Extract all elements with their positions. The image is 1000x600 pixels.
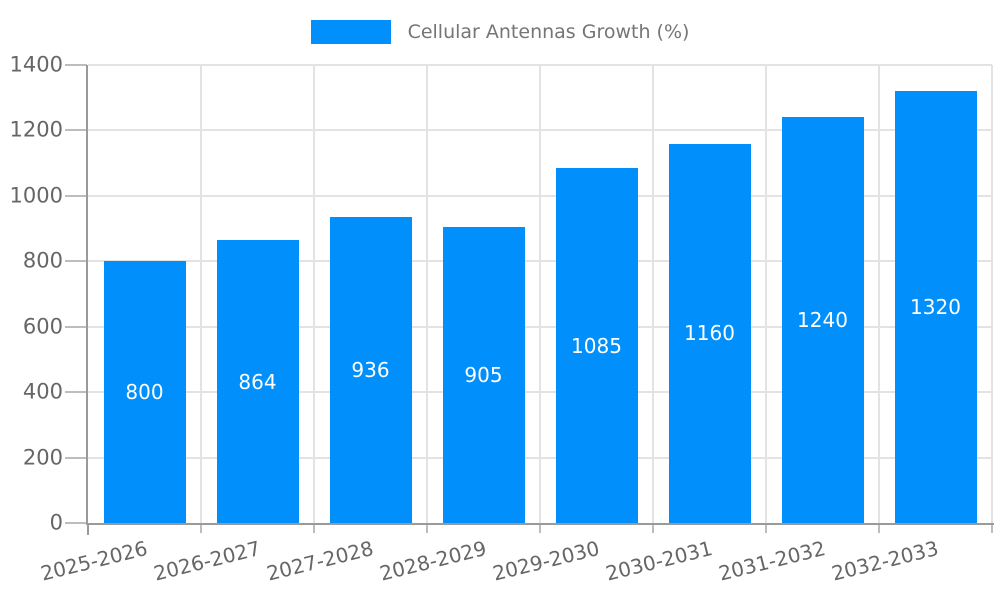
bar-2027-2028[interactable]: 936 — [329, 216, 412, 523]
bar-2032-2033[interactable]: 1320 — [894, 91, 977, 523]
x-tick-label: 2032-2033 — [829, 536, 942, 586]
bar-2026-2027[interactable]: 864 — [216, 240, 299, 523]
y-tick-mark — [65, 325, 87, 328]
legend-swatch-icon — [310, 20, 391, 44]
bar-value-label: 1160 — [684, 321, 735, 346]
y-tick-mark — [65, 194, 87, 197]
x-tick-label: 2028-2029 — [377, 536, 490, 586]
y-tick-mark — [65, 260, 87, 263]
bar-2028-2029[interactable]: 905 — [442, 226, 525, 523]
x-tick-mark — [200, 525, 202, 533]
x-tick-label: 2026-2027 — [151, 536, 264, 586]
gridline-vertical — [765, 65, 767, 523]
bar-value-label: 905 — [464, 362, 503, 387]
bar-value-label: 1240 — [797, 308, 848, 333]
gridline-vertical — [539, 65, 541, 523]
y-tick-label: 600 — [22, 314, 63, 339]
x-tick-mark — [539, 525, 541, 533]
x-axis-line — [86, 523, 994, 525]
chart-legend: Cellular Antennas Growth (%) — [0, 20, 1000, 44]
y-tick-label: 1000 — [9, 183, 63, 208]
y-tick-mark — [65, 129, 87, 132]
y-tick-label: 800 — [22, 248, 63, 273]
y-tick-label: 200 — [22, 445, 63, 470]
y-tick-mark — [65, 391, 87, 394]
x-tick-mark — [313, 525, 315, 533]
bar-value-label: 800 — [125, 380, 164, 405]
x-tick-label: 2030-2031 — [603, 536, 716, 586]
gridline-vertical — [652, 65, 654, 523]
bar-2025-2026[interactable]: 800 — [103, 261, 186, 523]
x-tick-mark — [878, 525, 880, 533]
x-tick-label: 2025-2026 — [38, 536, 151, 586]
y-axis-line — [86, 65, 88, 525]
bar-value-label: 1085 — [571, 333, 622, 358]
gridline-vertical — [200, 65, 202, 523]
x-tick-mark — [991, 525, 993, 533]
x-tick-mark — [87, 525, 89, 535]
bar-value-label: 864 — [238, 369, 277, 394]
y-tick-mark — [65, 522, 87, 524]
y-tick-label: 1400 — [9, 52, 63, 77]
x-tick-label: 2029-2030 — [490, 536, 603, 586]
bar-2030-2031[interactable]: 1160 — [668, 143, 751, 523]
gridline-vertical — [878, 65, 880, 523]
legend-item[interactable]: Cellular Antennas Growth (%) — [310, 20, 690, 44]
x-tick-label: 2027-2028 — [264, 536, 377, 586]
gridline-vertical — [991, 65, 993, 523]
y-tick-label: 0 — [49, 510, 63, 535]
gridline-vertical — [313, 65, 315, 523]
x-tick-mark — [765, 525, 767, 533]
bar-2031-2032[interactable]: 1240 — [781, 117, 864, 523]
bar-value-label: 936 — [351, 357, 390, 382]
y-tick-mark — [65, 64, 87, 66]
bar-value-label: 1320 — [910, 295, 961, 320]
x-tick-label: 2031-2032 — [716, 536, 829, 586]
x-tick-mark — [652, 525, 654, 533]
gridline-vertical — [426, 65, 428, 523]
x-tick-mark — [426, 525, 428, 533]
y-tick-label: 1200 — [9, 117, 63, 142]
y-tick-label: 400 — [22, 379, 63, 404]
legend-label: Cellular Antennas Growth (%) — [407, 21, 690, 43]
y-tick-mark — [65, 456, 87, 459]
bar-2029-2030[interactable]: 1085 — [555, 168, 638, 523]
